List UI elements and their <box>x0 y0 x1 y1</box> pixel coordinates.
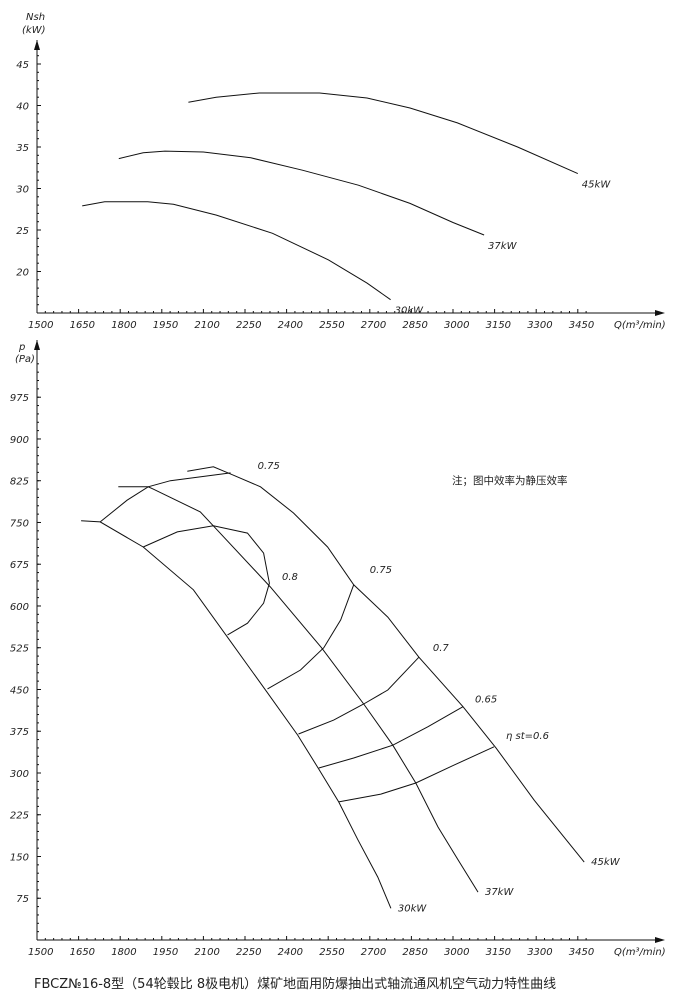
y-tick-label: 150 <box>10 852 29 863</box>
y-tick-label: 225 <box>10 811 29 822</box>
x-tick-label: 2700 <box>361 947 386 958</box>
y-tick-label: 525 <box>10 644 29 655</box>
x-tick-label: 3450 <box>569 320 594 331</box>
x-tick-label: 1800 <box>111 320 136 331</box>
x-tick-label: 2550 <box>319 320 344 331</box>
x-axis-label: Q(m³/min) <box>614 320 666 331</box>
y-tick-label: 35 <box>16 143 29 154</box>
y-tick-label: 20 <box>16 268 29 279</box>
y-tick-label: 600 <box>10 602 29 613</box>
y-axis-arrow-icon <box>34 340 40 350</box>
efficiency-label: 0.75 <box>258 461 280 472</box>
y-tick-label: 750 <box>10 518 29 529</box>
x-axis-label: Q(m³/min) <box>614 947 666 958</box>
x-tick-label: 2400 <box>278 947 303 958</box>
series-label: 30kW <box>398 903 428 914</box>
pressure-curve-37kW <box>118 486 479 893</box>
y-tick-label: 25 <box>16 226 29 237</box>
x-tick-label: 2250 <box>236 947 261 958</box>
x-tick-label: 1500 <box>28 320 53 331</box>
efficiency-label: 0.75 <box>370 565 392 576</box>
x-tick-label: 1950 <box>153 947 178 958</box>
series-label: 30kW <box>395 306 425 317</box>
power-curve-37kW <box>118 150 485 236</box>
y-axis-unit: (Pa) <box>15 354 35 365</box>
y-tick-label: 45 <box>16 60 29 71</box>
x-tick-label: 1650 <box>70 320 95 331</box>
y-tick-label: 675 <box>10 560 29 571</box>
x-tick-label: 2550 <box>319 947 344 958</box>
x-tick-label: 3000 <box>444 320 469 331</box>
pressure-curve-30kW <box>81 520 392 909</box>
efficiency-label: 0.7 <box>433 643 450 654</box>
x-tick-label: 2850 <box>402 320 427 331</box>
series-label: 45kW <box>582 180 612 191</box>
x-tick-label: 3150 <box>486 947 511 958</box>
x-tick-label: 3300 <box>527 947 552 958</box>
pressure-chart: 1500 1650 1800 1950 2100 2250 2400 2550 2700 2850… <box>10 340 666 958</box>
chart-note: 注；图中效率为静压效率 <box>452 474 568 487</box>
efficiency-label: 0.8 <box>282 572 298 583</box>
y-tick-label: 30 <box>16 185 29 196</box>
y-tick-label: 975 <box>10 393 29 404</box>
power-curve-30kW <box>82 201 391 301</box>
y-tick-label: 825 <box>10 477 29 488</box>
x-tick-label: 3000 <box>444 947 469 958</box>
y-tick-label: 375 <box>10 727 29 738</box>
y-axis-arrow-icon <box>34 40 40 50</box>
efficiency-label: 0.65 <box>475 695 497 706</box>
efficiency-curve <box>298 656 420 735</box>
x-tick-label: 2100 <box>194 320 219 331</box>
x-tick-label: 1800 <box>111 947 136 958</box>
x-tick-label: 1650 <box>70 947 95 958</box>
x-tick-label: 3450 <box>569 947 594 958</box>
x-axis-arrow-icon <box>655 937 665 943</box>
efficiency-curve <box>142 525 270 636</box>
efficiency-curve <box>338 746 495 803</box>
y-tick-label: 75 <box>16 894 29 905</box>
x-tick-label: 2850 <box>402 947 427 958</box>
y-tick-label: 450 <box>10 685 29 696</box>
series-label: 45kW <box>591 857 621 868</box>
x-tick-label: 1500 <box>28 947 53 958</box>
y-axis-unit: (kW) <box>22 25 45 36</box>
efficiency-curve <box>267 584 355 690</box>
y-tick-label: 40 <box>16 102 29 113</box>
power-curve-45kW <box>188 92 579 175</box>
x-axis-arrow-icon <box>655 310 665 316</box>
y-tick-label: 300 <box>10 769 29 780</box>
x-tick-label: 2700 <box>361 320 386 331</box>
x-tick-label: 1950 <box>153 320 178 331</box>
y-axis-label: p <box>18 342 25 353</box>
x-tick-label: 2250 <box>236 320 261 331</box>
y-axis-label: Nsh <box>26 12 45 23</box>
x-tick-label: 2100 <box>194 947 219 958</box>
series-label: 37kW <box>488 241 518 252</box>
y-tick-label: 900 <box>10 435 29 446</box>
series-label: 37kW <box>485 887 515 898</box>
x-tick-label: 2400 <box>278 320 303 331</box>
figure-caption: FBCZ№16-8型（54轮毂比 8极电机）煤矿地面用防爆抽出式轴流通风机空气动… <box>34 976 556 992</box>
x-tick-label: 3300 <box>527 320 552 331</box>
x-tick-label: 3150 <box>486 320 511 331</box>
efficiency-curve <box>318 706 464 769</box>
efficiency-curve <box>99 472 231 523</box>
efficiency-label: η st=0.6 <box>506 731 549 742</box>
power-chart: 1500 1650 1800 1950 2100 2250 2400 2550 2700 2850… <box>16 12 665 331</box>
